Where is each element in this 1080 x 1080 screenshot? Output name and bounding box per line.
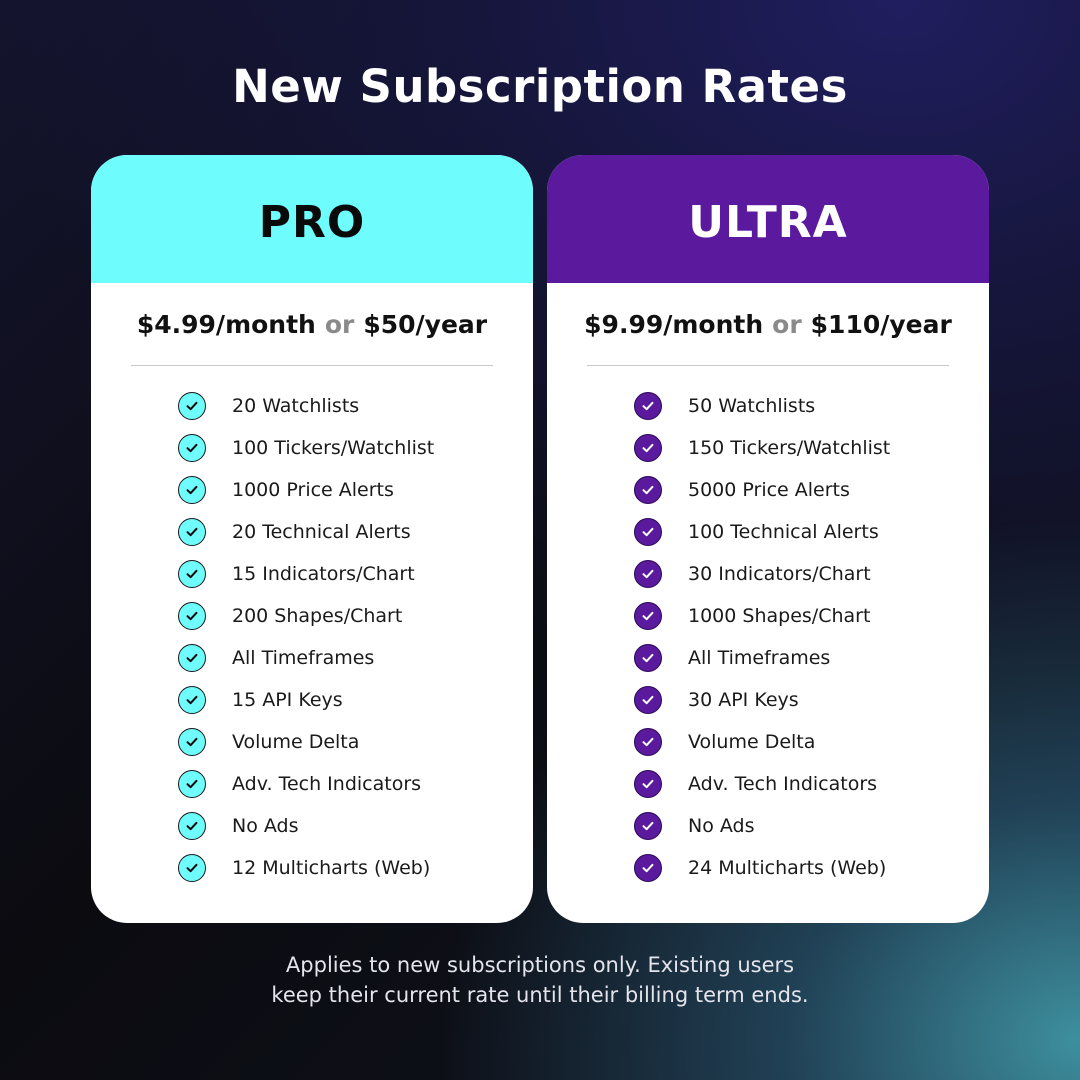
check-circle-icon: [178, 392, 206, 420]
pro-feature-item: 15 API Keys: [178, 679, 533, 721]
ultra-feature-label: Volume Delta: [688, 731, 816, 753]
check-circle-icon: [634, 602, 662, 630]
check-circle-icon: [634, 476, 662, 504]
pro-feature-label: Adv. Tech Indicators: [232, 773, 422, 795]
pro-feature-label: 100 Tickers/Watchlist: [232, 437, 435, 459]
check-circle-icon: [634, 770, 662, 798]
check-circle-icon: [634, 854, 662, 882]
pro-price-year: $50/year: [363, 309, 488, 339]
check-circle-icon: [178, 518, 206, 546]
footnote-line-1: Applies to new subscriptions only. Exist…: [285, 953, 795, 977]
ultra-feature-label: 1000 Shapes/Chart: [688, 605, 871, 627]
ultra-feature-label: 5000 Price Alerts: [688, 479, 850, 501]
pro-feature-item: 15 Indicators/Chart: [178, 553, 533, 595]
pro-feature-label: 20 Watchlists: [232, 395, 360, 417]
check-circle-icon: [634, 812, 662, 840]
footnote: Applies to new subscriptions only. Exist…: [0, 950, 1080, 1010]
ultra-feature-item: 5000 Price Alerts: [634, 469, 989, 511]
ultra-feature-label: All Timeframes: [688, 647, 831, 669]
check-circle-icon: [178, 434, 206, 462]
pro-feature-label: 15 API Keys: [232, 689, 343, 711]
pro-feature-item: 200 Shapes/Chart: [178, 595, 533, 637]
ultra-feature-label: 24 Multicharts (Web): [688, 857, 887, 879]
pro-feature-item: 100 Tickers/Watchlist: [178, 427, 533, 469]
footnote-line-2: keep their current rate until their bill…: [271, 983, 809, 1007]
ultra-feature-item: 100 Technical Alerts: [634, 511, 989, 553]
ultra-feature-item: 30 API Keys: [634, 679, 989, 721]
pro-plan-price: $4.99/month or $50/year: [91, 283, 533, 365]
ultra-feature-item: Volume Delta: [634, 721, 989, 763]
ultra-feature-label: Adv. Tech Indicators: [688, 773, 878, 795]
check-circle-icon: [178, 812, 206, 840]
ultra-feature-label: 150 Tickers/Watchlist: [688, 437, 891, 459]
ultra-plan-card: ULTRA $9.99/month or $110/year 50 Watchl…: [547, 155, 989, 923]
check-circle-icon: [178, 728, 206, 756]
check-circle-icon: [178, 644, 206, 672]
pro-price-month: $4.99/month: [136, 309, 316, 339]
ultra-feature-item: 50 Watchlists: [634, 385, 989, 427]
ultra-plan-name: ULTRA: [688, 196, 848, 248]
pro-price-or: or: [324, 309, 355, 339]
pro-plan-header: PRO: [91, 155, 533, 283]
ultra-price-divider: [587, 365, 949, 366]
pro-feature-item: Volume Delta: [178, 721, 533, 763]
ultra-plan-header: ULTRA: [547, 155, 989, 283]
ultra-plan-price: $9.99/month or $110/year: [547, 283, 989, 365]
check-circle-icon: [634, 644, 662, 672]
check-circle-icon: [178, 602, 206, 630]
ultra-feature-item: 30 Indicators/Chart: [634, 553, 989, 595]
ultra-feature-label: 30 API Keys: [688, 689, 799, 711]
ultra-feature-label: 30 Indicators/Chart: [688, 563, 871, 585]
check-circle-icon: [634, 728, 662, 756]
pro-feature-label: No Ads: [232, 815, 299, 837]
pro-feature-list: 20 Watchlists 100 Tickers/Watchlist 1000 P…: [91, 366, 533, 889]
check-circle-icon: [178, 770, 206, 798]
ultra-feature-item: 150 Tickers/Watchlist: [634, 427, 989, 469]
pro-feature-label: 20 Technical Alerts: [232, 521, 411, 543]
pro-feature-item: 20 Watchlists: [178, 385, 533, 427]
ultra-price-year: $110/year: [810, 309, 952, 339]
check-circle-icon: [634, 518, 662, 546]
pro-feature-item: 12 Multicharts (Web): [178, 847, 533, 889]
page-title: New Subscription Rates: [232, 60, 848, 113]
pro-feature-item: Adv. Tech Indicators: [178, 763, 533, 805]
check-circle-icon: [178, 854, 206, 882]
pro-feature-item: All Timeframes: [178, 637, 533, 679]
ultra-price-month: $9.99/month: [584, 309, 764, 339]
ultra-feature-label: 100 Technical Alerts: [688, 521, 879, 543]
check-circle-icon: [634, 686, 662, 714]
check-circle-icon: [178, 476, 206, 504]
ultra-feature-label: No Ads: [688, 815, 755, 837]
pro-feature-label: Volume Delta: [232, 731, 360, 753]
ultra-feature-item: No Ads: [634, 805, 989, 847]
pro-plan-name: PRO: [258, 196, 366, 248]
ultra-price-or: or: [772, 309, 802, 339]
pro-plan-card: PRO $4.99/month or $50/year 20 Watchlist…: [91, 155, 533, 923]
pro-feature-label: 15 Indicators/Chart: [232, 563, 415, 585]
check-circle-icon: [634, 560, 662, 588]
pro-feature-label: 1000 Price Alerts: [232, 479, 394, 501]
check-circle-icon: [178, 560, 206, 588]
pro-feature-label: All Timeframes: [232, 647, 375, 669]
ultra-feature-item: All Timeframes: [634, 637, 989, 679]
check-circle-icon: [634, 392, 662, 420]
pro-feature-item: 1000 Price Alerts: [178, 469, 533, 511]
pro-feature-label: 12 Multicharts (Web): [232, 857, 431, 879]
ultra-feature-list: 50 Watchlists 150 Tickers/Watchlist 5000 P…: [547, 366, 989, 889]
ultra-feature-label: 50 Watchlists: [688, 395, 816, 417]
check-circle-icon: [178, 686, 206, 714]
ultra-feature-item: Adv. Tech Indicators: [634, 763, 989, 805]
ultra-feature-item: 24 Multicharts (Web): [634, 847, 989, 889]
pro-feature-item: No Ads: [178, 805, 533, 847]
ultra-feature-item: 1000 Shapes/Chart: [634, 595, 989, 637]
check-circle-icon: [634, 434, 662, 462]
pro-feature-item: 20 Technical Alerts: [178, 511, 533, 553]
pro-price-divider: [131, 365, 493, 366]
pro-feature-label: 200 Shapes/Chart: [232, 605, 403, 627]
